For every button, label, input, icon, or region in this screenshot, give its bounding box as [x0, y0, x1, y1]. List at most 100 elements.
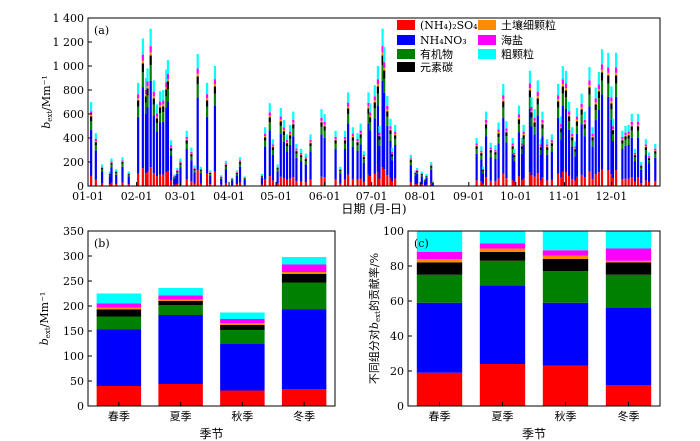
- spike-元素碳: [414, 173, 417, 174]
- spike-有机物: [90, 121, 93, 130]
- bar-segment-c: [605, 248, 652, 261]
- spike-粗颗粒: [517, 105, 521, 115]
- spike-海盐: [568, 111, 571, 115]
- spike-元素碳: [430, 166, 433, 168]
- spike-元素碳: [522, 135, 525, 139]
- spike-海盐: [546, 144, 549, 147]
- spike-海盐: [611, 126, 615, 129]
- spike-元素碳: [600, 72, 604, 81]
- spike-元素碳: [484, 124, 488, 129]
- spike-NH₄NO₃: [489, 157, 492, 181]
- spike-(NH₄)₂SO₄: [520, 180, 524, 186]
- spike-有机物: [611, 134, 615, 141]
- spike-海盐: [289, 131, 292, 134]
- spike-NH₄NO₃: [179, 167, 182, 183]
- spike-土壤细颗粒: [282, 129, 285, 132]
- spike-土壤细颗粒: [528, 88, 532, 91]
- spike-海盐: [176, 169, 179, 171]
- spike-粗颗粒: [513, 148, 516, 153]
- spike-土壤细颗粒: [597, 89, 600, 92]
- spike-NH₄NO₃: [561, 105, 564, 172]
- spike-土壤细颗粒: [633, 154, 637, 156]
- spike-元素碳: [362, 157, 365, 160]
- spike-海盐: [263, 133, 267, 137]
- spike-元素碳: [179, 163, 182, 165]
- spike-元素碳: [390, 154, 394, 157]
- spike-海盐: [564, 83, 568, 89]
- spike-元素碳: [115, 172, 118, 174]
- spike-NH₄NO₃: [127, 176, 130, 185]
- spike-有机物: [196, 84, 199, 98]
- spike-土壤细颗粒: [152, 96, 155, 99]
- spike-元素碳: [630, 126, 633, 131]
- spike-(NH₄)₂SO₄: [300, 181, 303, 186]
- spike-NH₄NO₃: [243, 179, 246, 185]
- spike-海盐: [235, 172, 238, 173]
- spike-海盐: [528, 83, 532, 89]
- spike-NH₄NO₃: [362, 162, 365, 182]
- bar-segment-c: [542, 250, 589, 256]
- spike-元素碳: [320, 122, 323, 127]
- spike-粗颗粒: [574, 141, 577, 147]
- spike-(NH₄)₂SO₄: [627, 178, 630, 186]
- spike-元素碳: [633, 155, 637, 158]
- bar-segment-c: [479, 248, 526, 252]
- spike-有机物: [539, 149, 542, 155]
- category-label-b: 秋季: [231, 409, 253, 423]
- spike-海盐: [574, 146, 577, 149]
- spike-(NH₄)₂SO₄: [530, 175, 533, 186]
- spike-土壤细颗粒: [484, 122, 488, 125]
- spike-有机物: [289, 138, 292, 145]
- panel-b: 春季 夏季 秋季 冬季 0 50 100 150 200 250 300 350 (b) 季节 bext/M…: [38, 225, 336, 441]
- spike-(NH₄)₂SO₄: [571, 178, 574, 186]
- spike-元素碳: [575, 121, 579, 126]
- spike-土壤细颗粒: [550, 142, 553, 144]
- spike-有机物: [162, 112, 165, 122]
- spike-海盐: [600, 64, 604, 70]
- spike-海盐: [115, 171, 118, 172]
- spike-(NH₄)₂SO₄: [373, 173, 376, 186]
- spike-粗颗粒: [594, 87, 597, 99]
- spike-NH₄NO₃: [600, 94, 604, 170]
- spike-有机物: [386, 116, 389, 126]
- spike-海盐: [343, 136, 347, 140]
- spike-粗颗粒: [174, 174, 177, 176]
- spike-(NH₄)₂SO₄: [611, 177, 615, 186]
- bar-segment-c: [479, 364, 526, 406]
- spike-NH₄NO₃: [144, 113, 148, 174]
- bar-segment-c: [416, 302, 463, 373]
- panel-label-b: (b): [94, 237, 110, 250]
- spike-NH₄NO₃: [550, 151, 553, 180]
- spike-NH₄NO₃: [149, 80, 152, 168]
- plot-frame-b: [87, 230, 336, 407]
- spike-元素碳: [376, 86, 380, 94]
- bar-segment-b: [158, 315, 203, 384]
- spike-粗颗粒: [530, 97, 533, 107]
- spike-元素碳: [289, 135, 292, 139]
- spike-海盐: [149, 46, 152, 53]
- spike-海盐: [615, 67, 618, 73]
- spike-粗颗粒: [636, 114, 640, 122]
- bar-segment-c: [542, 302, 589, 366]
- y-tick-label-a: 1 000: [53, 60, 85, 73]
- spike-(NH₄)₂SO₄: [574, 180, 577, 186]
- spike-海盐: [238, 160, 242, 162]
- spike-土壤细颗粒: [368, 115, 372, 118]
- spike-土壤细颗粒: [304, 158, 307, 160]
- spike-NH₄NO₃: [152, 115, 155, 174]
- spike-粗颗粒: [356, 133, 359, 140]
- spike-有机物: [260, 176, 264, 178]
- spike-粗颗粒: [557, 84, 560, 96]
- bar-segment-b: [96, 293, 142, 304]
- legend-swatch-6: [478, 49, 496, 59]
- spike-有机物: [630, 130, 633, 138]
- spike-NH₄NO₃: [517, 132, 521, 177]
- panel-c: 春季 夏季 秋季 冬季 0 20 40 60 80 100 (c) 季节 不同组分对bext的贡献率/%: [367, 225, 661, 441]
- spike-土壤细颗粒: [238, 161, 242, 163]
- bar-segment-c: [416, 372, 463, 406]
- spike-海盐: [415, 169, 419, 171]
- spike-有机物: [243, 178, 246, 180]
- spike-土壤细颗粒: [323, 124, 326, 127]
- spike-元素碳: [640, 166, 643, 168]
- spike-(NH₄)₂SO₄: [185, 179, 188, 186]
